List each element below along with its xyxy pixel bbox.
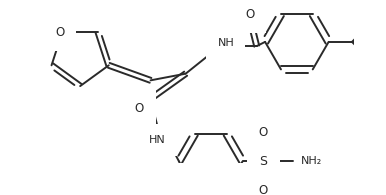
Text: HN: HN (149, 135, 166, 145)
Text: O: O (259, 126, 268, 139)
Text: O: O (55, 26, 64, 39)
Text: O: O (135, 102, 144, 115)
Text: NH: NH (217, 38, 234, 48)
Text: S: S (259, 155, 267, 168)
Text: O: O (245, 8, 255, 21)
Text: O: O (259, 184, 268, 195)
Text: NH₂: NH₂ (301, 156, 322, 166)
